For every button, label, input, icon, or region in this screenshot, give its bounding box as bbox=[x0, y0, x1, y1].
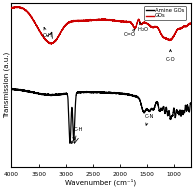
Text: H$_2$O: H$_2$O bbox=[137, 22, 149, 34]
Y-axis label: Transmission (a.u.): Transmission (a.u.) bbox=[3, 52, 10, 118]
Text: C-N: C-N bbox=[145, 114, 154, 125]
Text: O-H: O-H bbox=[42, 27, 52, 38]
Text: C-O: C-O bbox=[166, 50, 175, 62]
Text: C-H: C-H bbox=[72, 127, 83, 143]
Text: C=O: C=O bbox=[124, 29, 136, 37]
Legend: Amine GOs, GOs: Amine GOs, GOs bbox=[144, 6, 186, 20]
X-axis label: Wavenumber (cm⁻¹): Wavenumber (cm⁻¹) bbox=[65, 178, 137, 186]
